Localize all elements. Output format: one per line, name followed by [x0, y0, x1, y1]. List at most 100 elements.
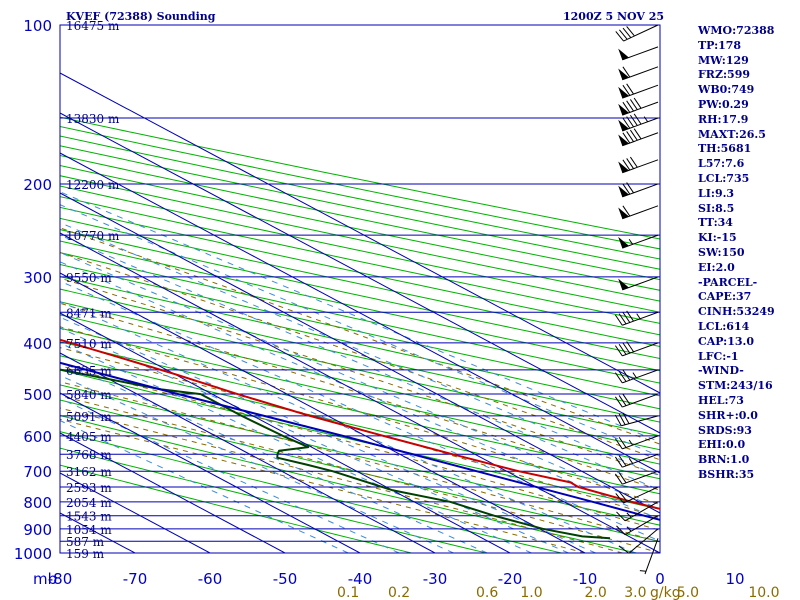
index-item: LFC:-1: [698, 349, 739, 363]
moist-adiabat-line: [60, 277, 660, 476]
isotherm-line: [60, 392, 361, 553]
wind-barb-flag: [626, 182, 634, 194]
pressure-tick-label: 400: [23, 335, 52, 353]
wind-barb-flag: [622, 101, 631, 113]
wind-barb-flag: [633, 128, 642, 140]
index-item: KI:-15: [698, 231, 737, 245]
wind-barb: [618, 182, 659, 198]
index-item: HEL:73: [698, 393, 744, 407]
wind-barb-flag: [622, 342, 631, 354]
wind-barb-flag: [622, 412, 630, 424]
wind-barb-flag: [614, 314, 623, 326]
wind-barb: [618, 528, 659, 554]
dry-adiabat-line: [60, 145, 660, 270]
pressure-tick-label: 200: [23, 176, 52, 194]
index-item: SRDS:93: [698, 423, 752, 437]
dry-adiabat-line: [60, 327, 660, 465]
wind-barb-flag: [618, 455, 627, 467]
pressure-tick-label: 1000: [14, 545, 52, 563]
wind-barbs: [614, 24, 659, 575]
index-item: WMO:72388: [698, 24, 775, 37]
mixing-ratio-tick-label: 3.0: [624, 585, 646, 600]
moist-adiabats: [60, 227, 660, 553]
wind-barb-half-flag: [639, 570, 647, 572]
wind-barb-flag: [626, 131, 634, 142]
dry-adiabat-line: [60, 165, 660, 291]
height-label: 8471 m: [66, 306, 112, 320]
isotherm-line: [60, 432, 286, 553]
wind-barb-flag: [626, 100, 634, 112]
index-item: -PARCEL-: [698, 275, 758, 289]
moist-adiabat-line: [60, 302, 660, 491]
wind-barb-staff: [644, 538, 659, 575]
mixing-ratio-tick-label: 0.1: [337, 585, 359, 600]
dry-adiabat-line: [60, 301, 660, 437]
wind-barb-flag: [622, 311, 631, 323]
temperature-tick-label: 10: [725, 570, 744, 588]
dry-adiabat-line: [60, 263, 660, 397]
isotherm-line: [60, 312, 511, 553]
wind-barb: [614, 453, 659, 468]
wind-barb-flag: [626, 310, 634, 322]
mixing-ratio-tick-label: 2.0: [585, 585, 607, 600]
index-item: STM:243/16: [698, 379, 773, 393]
dry-adiabat-line: [60, 126, 660, 250]
wind-barb: [618, 46, 659, 61]
wind-barb-flag: [618, 472, 627, 484]
wind-barb-flag: [614, 414, 622, 426]
wind-barb-flag: [629, 114, 638, 126]
mixing-ratio-tick-label: 5.0: [677, 585, 699, 600]
wind-barb-flag: [622, 159, 631, 171]
sounding-series: [60, 338, 660, 540]
height-label: 1054 m: [66, 523, 112, 537]
dry-adiabat-line: [60, 314, 660, 451]
wind-barb-flag: [618, 545, 630, 554]
wind-barb-pennant: [618, 103, 629, 116]
wind-barb-flag: [618, 395, 627, 406]
pressure-tick-label: 900: [23, 521, 52, 539]
mixing-ratio-tick-label: 1.0: [520, 585, 542, 600]
wind-barb: [618, 113, 659, 132]
dry-adiabat-line: [60, 276, 660, 410]
index-item: CAP:13.0: [698, 334, 755, 348]
dry-adiabat-line: [60, 355, 660, 495]
wind-barb-flag: [629, 156, 638, 168]
height-label: 5091 m: [66, 410, 112, 424]
wind-barb-half-flag: [632, 372, 637, 379]
index-item: CAPE:37: [698, 290, 752, 304]
wind-barb-staff: [624, 501, 659, 522]
wind-barb-pennant: [618, 161, 629, 173]
height-label: 587 m: [66, 535, 105, 549]
wind-barb-flag: [614, 396, 623, 408]
height-label: 16475 m: [66, 19, 120, 33]
wind-barb-flag: [622, 132, 631, 144]
mixing-ratio-unit-label: g/kg: [650, 585, 681, 600]
chart-title: KVEF (72388) Sounding: [66, 10, 216, 23]
wind-barb-pennant: [618, 185, 629, 197]
index-item: CINH:53249: [698, 305, 775, 319]
wind-barb-staff: [622, 159, 659, 174]
temperature-line: [60, 338, 660, 510]
wind-barb-staff: [622, 470, 659, 485]
wind-barb-flag: [618, 370, 627, 382]
wind-barb-flag: [626, 158, 634, 169]
wind-barb-flag: [626, 341, 634, 353]
pressure-tick-label: 600: [23, 428, 52, 446]
temperature-tick-label: -10: [573, 570, 598, 588]
dry-adiabat-line: [60, 196, 660, 324]
wind-barb-staff: [624, 515, 659, 536]
wind-barb-pennant: [618, 236, 629, 249]
wind-barb-flag: [614, 438, 623, 450]
wind-barb: [616, 501, 659, 522]
wind-barb-flag: [616, 525, 626, 536]
wind-barb: [614, 341, 659, 357]
wind-barb-flag: [622, 205, 631, 217]
wind-barb-flag: [622, 393, 631, 405]
wind-barb-flag: [618, 343, 627, 355]
dry-adiabat-line: [60, 155, 660, 281]
wind-barb-flag: [614, 345, 623, 357]
dry-adiabat-line: [60, 229, 660, 360]
wind-barb-staff: [628, 528, 659, 554]
height-label: 12200 m: [66, 178, 120, 192]
height-label: 159 m: [66, 547, 105, 561]
